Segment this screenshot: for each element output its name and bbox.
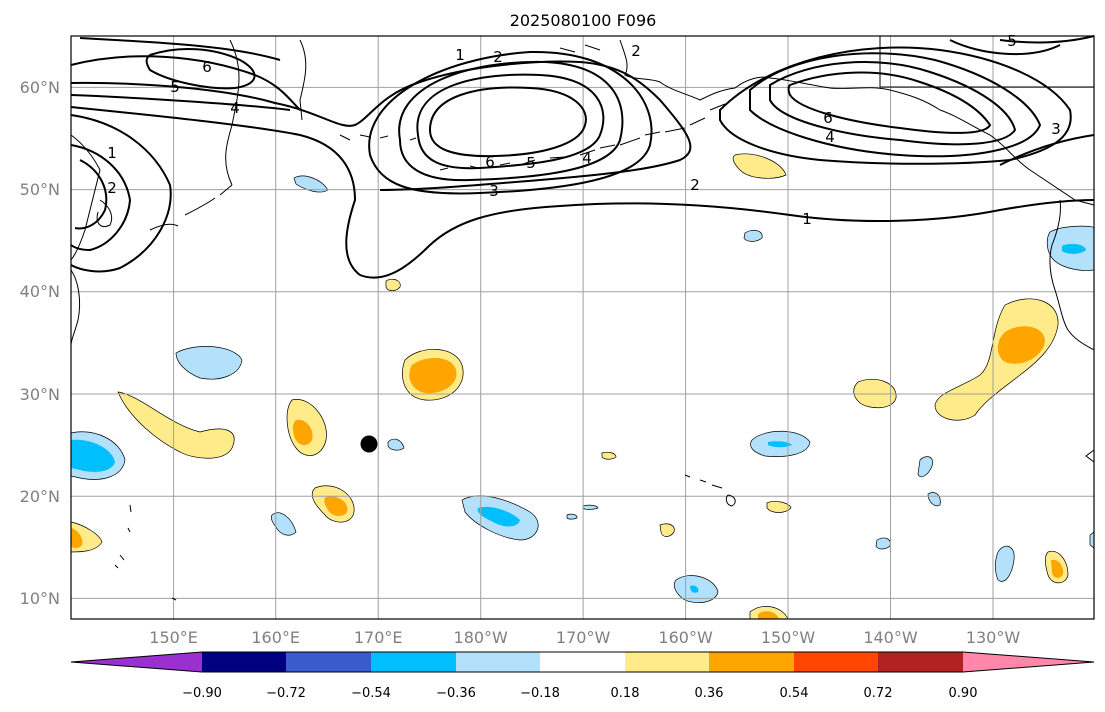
colorbar-segment	[456, 652, 540, 672]
negative-anomaly-area	[917, 456, 933, 478]
positive-anomaly-area	[117, 391, 235, 459]
positive-anomaly-area	[732, 153, 787, 179]
contour-lines	[70, 35, 1095, 279]
negative-anomaly-area	[566, 513, 578, 520]
colorbar-tick-label: −0.36	[436, 686, 476, 701]
negative-anomaly-core	[768, 441, 792, 448]
contour-label: 5	[526, 154, 536, 172]
lon-label: 140°W	[863, 628, 918, 647]
contour-label: 6	[823, 109, 833, 127]
colorbar-segment	[794, 652, 878, 672]
contour-label: 2	[690, 176, 700, 194]
contour-label: 3	[489, 182, 499, 200]
anomaly-fill-layer	[70, 153, 1095, 620]
colorbar-segment	[371, 652, 456, 672]
longitude-labels: 150°E 160°E 170°E 180°W 170°W 160°W 150°…	[149, 628, 1020, 647]
positive-anomaly-core	[997, 326, 1045, 364]
negative-anomaly-area	[175, 346, 243, 380]
negative-anomaly-core	[690, 585, 699, 593]
lon-label: 170°W	[556, 628, 611, 647]
lat-label: 10°N	[20, 589, 60, 608]
colorbar	[70, 651, 1095, 673]
contour-label: 4	[582, 149, 592, 167]
positive-anomaly-area	[659, 523, 675, 537]
graticule	[71, 36, 1094, 619]
lon-label: 170°E	[354, 628, 403, 647]
map-title: 2025080100 F096	[510, 11, 657, 30]
contour-label-group: 1 2 3 4 5 6 2 6 5 4 3 1 4 6 2 5 2 1	[107, 32, 1061, 228]
contour-label: 1	[802, 210, 812, 228]
contour-label: 4	[825, 128, 835, 146]
colorbar-segment	[540, 652, 625, 672]
negative-anomaly-core	[477, 506, 520, 527]
negative-anomaly-area	[582, 504, 599, 510]
contour-label: 4	[230, 99, 240, 117]
positive-anomaly-core	[1051, 559, 1064, 578]
lon-label: 160°E	[251, 628, 300, 647]
contour-label: 6	[485, 153, 495, 171]
lat-label: 30°N	[20, 385, 60, 404]
contour-label: 2	[493, 48, 503, 66]
contour-label: 5	[1007, 32, 1017, 50]
negative-anomaly-core	[71, 439, 115, 472]
colorbar-tick-label: 0.18	[611, 686, 640, 701]
map-area	[71, 36, 1094, 619]
colorbar-ticks: −0.90 −0.72 −0.54 −0.36 −0.18 0.18 0.36 …	[182, 686, 977, 701]
colorbar-tick-label: 0.54	[780, 686, 809, 701]
lon-label: 130°W	[966, 628, 1021, 647]
storm-position-marker	[360, 435, 378, 453]
positive-anomaly-area	[601, 451, 617, 460]
colorbar-tick-label: −0.72	[266, 686, 306, 701]
lat-label: 20°N	[20, 487, 60, 506]
colorbar-tick-label: 0.36	[695, 686, 724, 701]
colorbar-segment	[625, 652, 709, 672]
colorbar-tick-label: −0.90	[182, 686, 222, 701]
negative-anomaly-area	[743, 229, 763, 242]
latitude-labels: 60°N 50°N 40°N 30°N 20°N 10°N	[20, 78, 60, 608]
lat-label: 40°N	[20, 282, 60, 301]
map-frame	[70, 35, 1095, 620]
positive-anomaly-area	[766, 501, 792, 513]
positive-anomaly-area	[853, 378, 897, 409]
lat-label: 50°N	[20, 180, 60, 199]
lon-label: 150°E	[149, 628, 198, 647]
lon-label: 150°W	[761, 628, 816, 647]
positive-anomaly-core	[758, 611, 779, 619]
negative-anomaly-area	[387, 438, 405, 451]
colorbar-extend-min	[71, 652, 202, 672]
negative-anomaly-area	[875, 537, 891, 550]
colorbar-tick-label: −0.54	[351, 686, 391, 701]
contour-label: 5	[170, 78, 180, 96]
contour-label: 2	[631, 42, 641, 60]
positive-anomaly-core	[71, 528, 83, 549]
negative-anomaly-area	[995, 545, 1015, 582]
colorbar-segment	[878, 652, 963, 672]
lon-label: 160°W	[658, 628, 713, 647]
positive-anomaly-core	[324, 496, 348, 516]
contour-label: 3	[1051, 120, 1061, 138]
lat-label: 60°N	[20, 78, 60, 97]
colorbar-tick-label: 0.72	[864, 686, 893, 701]
contour-label: 1	[455, 46, 465, 64]
colorbar-outline	[70, 651, 1095, 673]
contour-label: 6	[202, 58, 212, 76]
colorbar-segment	[202, 652, 286, 672]
colorbar-tick-label: 0.90	[949, 686, 978, 701]
colorbar-segment	[709, 652, 794, 672]
colorbar-tick-label: −0.18	[520, 686, 560, 701]
contour-label: 1	[107, 144, 117, 162]
positive-anomaly-core	[409, 358, 457, 394]
lon-label: 180°W	[454, 628, 509, 647]
positive-anomaly-area	[385, 278, 401, 292]
colorbar-segment	[286, 652, 371, 672]
negative-anomaly-area	[270, 512, 297, 536]
contour-label: 2	[107, 179, 117, 197]
negative-anomaly-core	[1062, 243, 1086, 254]
positive-anomaly-core	[292, 419, 313, 446]
colorbar-extend-max	[963, 652, 1094, 672]
